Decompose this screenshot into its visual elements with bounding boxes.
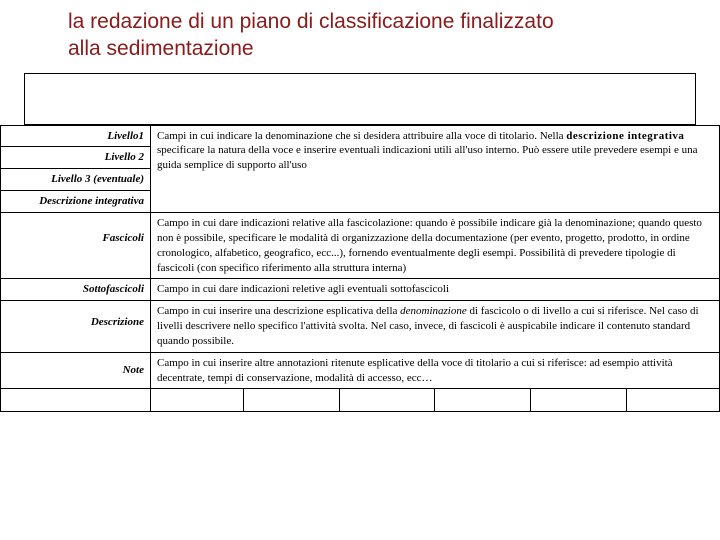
desc-livelli: Campi in cui indicare la denominazione c…	[151, 125, 720, 212]
classification-table: Livello1 Campi in cui indicare la denomi…	[0, 125, 720, 413]
bottom-cell-0	[1, 389, 151, 412]
bottom-cell-4	[435, 389, 531, 411]
desc-note: Campo in cui inserire altre annotazioni …	[151, 352, 720, 389]
label-livello1: Livello1	[1, 125, 151, 147]
desc-fascicoli: Campo in cui dare indicazioni relative a…	[151, 212, 720, 278]
title-line-1: la redazione di un piano di classificazi…	[68, 10, 554, 33]
bottom-empty-row	[1, 389, 720, 412]
page-title: la redazione di un piano di classificazi…	[0, 0, 720, 67]
label-livello3: Livello 3 (eventuale)	[1, 169, 151, 191]
bottom-cells-wrap	[151, 389, 720, 412]
bottom-cell-6	[627, 389, 719, 411]
desc-descrizione-pre: Campo in cui inserire una descrizione es…	[157, 305, 400, 317]
label-note: Note	[1, 352, 151, 389]
desc-descrizione-em: denominazione	[400, 305, 467, 317]
label-livello2: Livello 2	[1, 147, 151, 169]
bottom-cell-3	[339, 389, 435, 411]
desc-livelli-post: specificare la natura della voce e inser…	[157, 144, 697, 171]
bottom-cell-2	[243, 389, 339, 411]
desc-sottofascicoli: Campo in cui dare indicazioni reletive a…	[151, 279, 720, 301]
desc-descrizione: Campo in cui inserire una descrizione es…	[151, 301, 720, 353]
title-line-2: alla sedimentazione	[68, 37, 254, 60]
label-sottofascicoli: Sottofascicoli	[1, 279, 151, 301]
bottom-cell-5	[531, 389, 627, 411]
label-descr-integrativa: Descrizione integrativa	[1, 191, 151, 213]
desc-livelli-bold: descrizione integrativa	[566, 130, 684, 142]
label-descrizione: Descrizione	[1, 301, 151, 353]
empty-top-box	[24, 73, 696, 125]
label-fascicoli: Fascicoli	[1, 212, 151, 278]
bottom-cell-1	[151, 389, 243, 411]
desc-livelli-pre: Campi in cui indicare la denominazione c…	[157, 130, 566, 142]
